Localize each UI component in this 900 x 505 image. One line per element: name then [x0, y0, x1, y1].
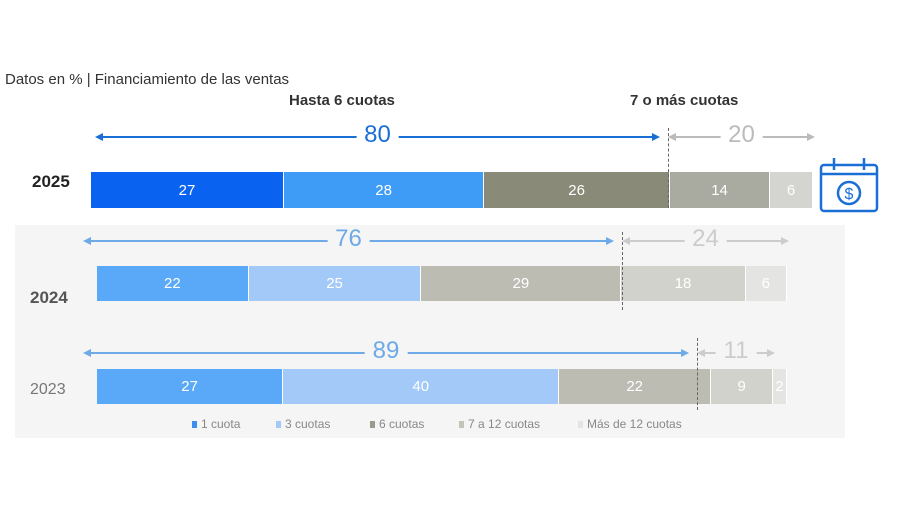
- data-label: 28: [375, 181, 392, 199]
- data-label: 29: [512, 275, 530, 292]
- legend-swatch: [370, 420, 375, 428]
- total-label: 20: [720, 122, 763, 148]
- legend-label: 1 cuota: [201, 417, 241, 431]
- data-label: 26: [568, 181, 585, 199]
- legend-item: 6 cuotas: [370, 417, 424, 431]
- data-label: 25: [326, 275, 343, 292]
- total-label: 76: [327, 226, 370, 252]
- data-label: 27: [181, 378, 198, 395]
- bar-segment: 9: [711, 369, 774, 404]
- legend-label: Más de 12 cuotas: [587, 417, 682, 431]
- total-label: 11: [715, 338, 757, 364]
- bar-segment: 18: [621, 266, 746, 301]
- legend-item: 1 cuota: [192, 417, 240, 431]
- split-divider: [622, 232, 623, 310]
- legend-swatch: [192, 420, 197, 428]
- data-label: 22: [164, 275, 181, 292]
- legend-item: 3 cuotas: [276, 417, 330, 431]
- legend-swatch: [276, 420, 281, 428]
- year-label: 2025: [32, 172, 70, 191]
- bar-segment: 6: [745, 266, 787, 301]
- svg-text:$: $: [845, 186, 854, 203]
- total-label: 24: [684, 226, 727, 252]
- previous-years-panel: [15, 225, 845, 438]
- data-label: 18: [674, 275, 692, 292]
- split-divider: [697, 338, 698, 410]
- bar-segment: 40: [283, 369, 560, 404]
- bar-segment: 27: [91, 172, 284, 208]
- bar-segment: 25: [248, 266, 422, 301]
- group-label-long: 7 o más cuotas: [630, 92, 739, 109]
- legend-item: 7 a 12 cuotas: [459, 417, 540, 431]
- bar-segment: 22: [97, 266, 249, 301]
- data-label: 14: [711, 181, 728, 199]
- bar-segment: 27: [97, 369, 284, 404]
- bar-segment: 6: [770, 172, 813, 208]
- split-divider: [668, 128, 669, 208]
- calendar-dollar-icon: $: [819, 157, 879, 218]
- legend-item: Más de 12 cuotas: [578, 417, 682, 431]
- legend-swatch: [578, 420, 583, 428]
- data-label: 6: [761, 275, 770, 292]
- chart-subtitle: Datos en % | Financiamiento de las venta…: [5, 71, 290, 88]
- bar-segment: 26: [484, 172, 671, 208]
- bar-segment: 29: [421, 266, 622, 301]
- total-label: 80: [356, 122, 399, 148]
- data-label: 6: [786, 181, 796, 199]
- total-label: 89: [364, 338, 408, 364]
- legend-swatch: [459, 420, 464, 428]
- legend-label: 3 cuotas: [285, 417, 331, 431]
- group-label-short: Hasta 6 cuotas: [289, 92, 395, 109]
- bar-segment: 28: [284, 172, 485, 208]
- year-label: 2024: [30, 288, 68, 307]
- year-label: 2023: [30, 381, 66, 398]
- data-label: 22: [626, 378, 644, 395]
- data-label: 9: [737, 378, 746, 395]
- legend-label: 7 a 12 cuotas: [468, 417, 541, 431]
- bar-segment: 22: [559, 369, 712, 404]
- data-label: 2: [775, 378, 784, 395]
- data-label: 27: [178, 181, 196, 199]
- data-label: 40: [412, 378, 430, 395]
- bar-segment: 2: [773, 369, 787, 404]
- bar-segment: 14: [670, 172, 771, 208]
- legend-label: 6 cuotas: [379, 417, 425, 431]
